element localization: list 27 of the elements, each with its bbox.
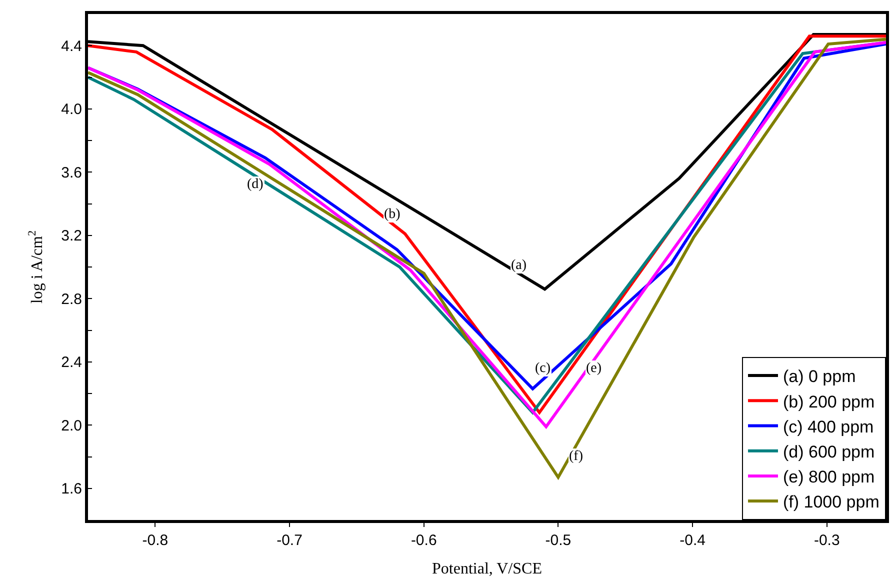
annotation: (e) [586, 361, 602, 376]
y-tick-label: 3.6 [61, 164, 82, 182]
annotation: (f) [569, 449, 584, 464]
legend-label: (f) 1000 ppm [783, 492, 880, 512]
annotation: (a) [511, 258, 527, 273]
y-tick-label: 1.6 [61, 480, 82, 498]
x-tick-label: -0.4 [680, 532, 706, 549]
x-tick-label: -0.7 [276, 532, 302, 549]
x-tick-label: -0.5 [545, 532, 572, 549]
y-tick-label: 4.4 [61, 38, 82, 55]
x-tick-label: -0.6 [410, 532, 437, 549]
y-tick-label: 3.2 [61, 228, 82, 245]
legend-label: (a) 0 ppm [783, 367, 856, 386]
x-axis-title: Potential, V/SCE [432, 560, 542, 578]
legend-label: (e) 800 ppm [783, 468, 875, 487]
y-tick-label: 2.8 [61, 290, 82, 308]
x-tick-label: -0.8 [142, 532, 168, 549]
legend-label: (d) 600 ppm [783, 442, 875, 462]
legend-label: (c) 400 ppm [783, 417, 874, 436]
annotation: (d) [247, 177, 264, 192]
annotation: (b) [384, 207, 401, 222]
y-tick-label: 4.0 [61, 101, 82, 118]
y-tick-label: 2.0 [61, 417, 82, 434]
x-tick-label: -0.3 [814, 532, 840, 549]
y-tick-label: 2.4 [61, 354, 82, 372]
legend-label: (b) 200 ppm [783, 392, 875, 412]
annotation: (c) [535, 361, 551, 376]
